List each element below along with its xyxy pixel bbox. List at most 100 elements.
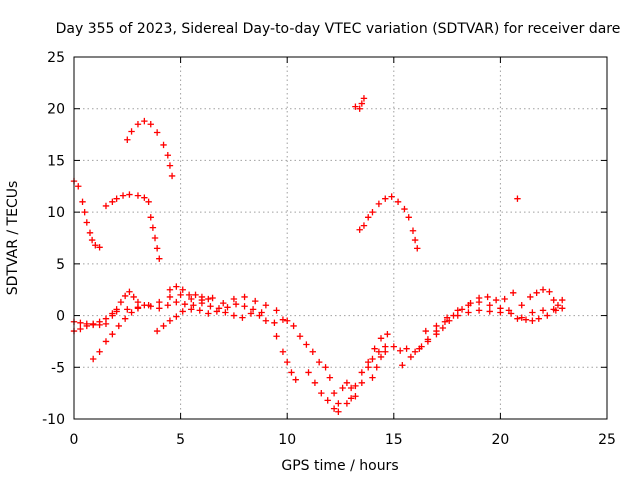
data-point	[124, 136, 131, 143]
data-point	[188, 295, 195, 303]
data-point	[128, 128, 135, 135]
x-tick-labels: 0 5 10 15 20 25	[70, 432, 616, 448]
data-point	[141, 117, 148, 125]
data-point	[230, 295, 238, 303]
x-tick-label: 20	[491, 432, 509, 448]
data-point	[343, 400, 351, 407]
data-point	[166, 286, 174, 293]
data-point	[177, 291, 184, 299]
data-point	[356, 226, 363, 233]
data-point	[117, 298, 125, 306]
data-point	[411, 348, 419, 355]
data-point	[369, 374, 376, 381]
data-point	[522, 316, 530, 323]
data-point	[173, 298, 180, 306]
data-point	[559, 296, 566, 304]
data-point	[168, 172, 176, 180]
data-point	[539, 286, 547, 293]
data-point	[484, 293, 491, 301]
data-point	[92, 242, 99, 249]
data-point	[151, 234, 159, 242]
data-point	[330, 389, 338, 397]
data-point	[89, 355, 97, 363]
series-arc-q	[399, 289, 517, 369]
data-point	[533, 289, 540, 297]
data-point	[296, 333, 304, 340]
data-point	[497, 305, 504, 312]
data-point	[252, 297, 259, 305]
data-point	[179, 286, 186, 293]
data-point	[145, 198, 152, 205]
data-point	[188, 306, 195, 313]
data-point	[249, 306, 257, 313]
series-arc-c	[124, 117, 176, 180]
data-point	[79, 198, 86, 205]
data-point	[160, 322, 167, 330]
series-arc-d	[352, 95, 368, 112]
data-point	[443, 314, 451, 321]
data-point	[465, 302, 472, 309]
data-point	[358, 100, 366, 107]
data-point	[279, 316, 287, 323]
data-point	[134, 192, 142, 199]
data-point	[454, 307, 461, 314]
data-point	[352, 382, 359, 390]
data-point	[501, 295, 508, 303]
data-point	[441, 318, 449, 325]
data-point	[552, 307, 560, 314]
data-point	[271, 319, 278, 327]
data-point	[192, 291, 199, 299]
x-tick-label: 0	[70, 432, 79, 448]
data-point	[559, 305, 566, 312]
y-tick-label: 5	[56, 257, 65, 273]
series-arc-n	[305, 369, 342, 415]
y-tick-label: 10	[47, 205, 65, 221]
data-point	[324, 397, 331, 404]
data-point	[173, 313, 180, 320]
data-point	[102, 320, 110, 328]
series-arc-b	[102, 191, 163, 262]
data-point	[207, 303, 214, 310]
data-point	[358, 369, 366, 376]
data-point	[205, 295, 212, 303]
data-point	[156, 305, 163, 312]
data-point	[305, 369, 312, 376]
data-point	[544, 312, 551, 319]
data-point	[343, 379, 351, 386]
series-arc-e	[356, 193, 421, 252]
y-tick-label: 15	[47, 153, 65, 169]
data-point	[388, 193, 395, 200]
data-point	[360, 222, 368, 229]
axis-ticks	[73, 56, 608, 420]
data-point	[330, 405, 338, 412]
data-point	[141, 302, 148, 309]
data-point	[153, 129, 161, 136]
data-point	[284, 317, 291, 324]
data-point	[399, 362, 406, 369]
data-point	[396, 347, 404, 354]
y-tick-label: 25	[47, 50, 65, 66]
data-point	[83, 219, 90, 226]
data-point	[352, 393, 359, 400]
data-point	[458, 306, 466, 313]
data-point	[224, 304, 231, 311]
data-point	[222, 309, 229, 316]
data-point	[173, 283, 180, 290]
y-tick-label: -5	[51, 360, 65, 376]
data-point	[241, 293, 248, 301]
data-point	[505, 307, 513, 314]
y-tick-label: -10	[42, 412, 65, 428]
data-point	[518, 302, 525, 309]
data-point	[134, 121, 142, 128]
data-point	[509, 289, 517, 297]
data-point	[384, 330, 391, 338]
data-point	[273, 333, 280, 340]
data-point	[347, 395, 355, 402]
data-point	[475, 307, 483, 314]
data-point	[433, 322, 440, 330]
x-tick-label: 25	[598, 432, 616, 448]
data-point	[416, 345, 423, 352]
series-arc-k	[109, 288, 142, 319]
data-point	[164, 152, 172, 159]
